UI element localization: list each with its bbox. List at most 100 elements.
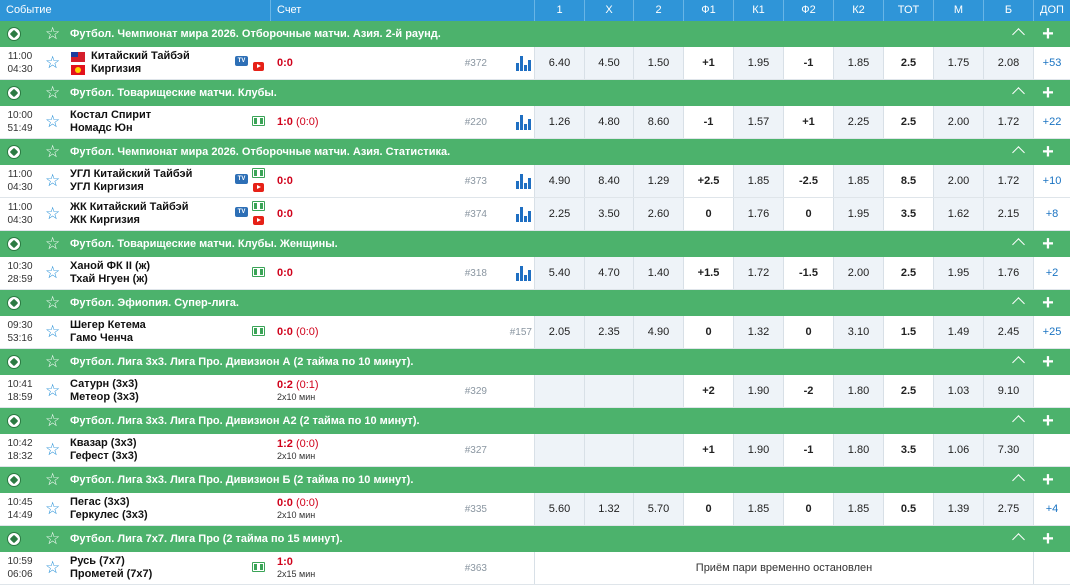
- odds-col-tot[interactable]: 0.5: [883, 493, 933, 525]
- odds-col-dop[interactable]: +4: [1033, 493, 1070, 525]
- video-stream-icon[interactable]: [253, 183, 264, 192]
- favorite-event-star-icon[interactable]: ☆: [45, 204, 61, 223]
- event-teams[interactable]: Пегас (3х3) Геркулес (3х3): [70, 496, 148, 522]
- odds-col-tot[interactable]: 2.5: [883, 106, 933, 138]
- event-row[interactable]: 10:30 28:59 ☆ Ханой ФК II (ж) Тхай Нгуен (ж)…: [0, 257, 1070, 290]
- odds-col-m[interactable]: 1.03: [933, 375, 983, 407]
- header-col-f2[interactable]: Ф2: [783, 0, 833, 21]
- favorite-event-star-icon[interactable]: ☆: [45, 322, 61, 341]
- favorite-event-star-icon[interactable]: ☆: [45, 440, 61, 459]
- odds-col-f2[interactable]: -2.5: [783, 165, 833, 197]
- odds-col-x[interactable]: 1.32: [584, 493, 633, 525]
- odds-col-1[interactable]: 1.26: [534, 106, 584, 138]
- event-row[interactable]: 10:45 14:49 ☆ Пегас (3х3) Геркулес (3х3) 0:0 …: [0, 493, 1070, 526]
- odds-col-f1[interactable]: 0: [683, 316, 733, 348]
- tv-broadcast-icon[interactable]: TV: [235, 207, 248, 217]
- tv-broadcast-icon[interactable]: TV: [235, 174, 248, 184]
- odds-col-f1[interactable]: +1.5: [683, 257, 733, 289]
- odds-col-dop[interactable]: +10: [1033, 165, 1070, 197]
- odds-col-f2[interactable]: -1: [783, 47, 833, 79]
- odds-col-m[interactable]: 1.49: [933, 316, 983, 348]
- favorite-event-star-icon[interactable]: ☆: [45, 499, 61, 518]
- odds-col-b[interactable]: 2.45: [983, 316, 1033, 348]
- odds-col-k1[interactable]: 1.90: [733, 375, 783, 407]
- header-col-k2[interactable]: К2: [833, 0, 883, 21]
- odds-col-m[interactable]: 1.95: [933, 257, 983, 289]
- odds-col-dop[interactable]: +25: [1033, 316, 1070, 348]
- event-number[interactable]: #335: [464, 504, 487, 515]
- odds-col-x[interactable]: 8.40: [584, 165, 633, 197]
- event-teams[interactable]: Костал Спирит Номадс Юн: [70, 109, 151, 135]
- favorite-event-star-icon[interactable]: ☆: [45, 558, 61, 577]
- favorite-league-star-icon[interactable]: ☆: [45, 411, 61, 430]
- league-header[interactable]: ☆ Футбол. Лига 3х3. Лига Про. Дивизион А …: [0, 349, 1070, 375]
- odds-col-f2[interactable]: 0: [783, 493, 833, 525]
- event-teams[interactable]: Ханой ФК II (ж) Тхай Нгуен (ж): [70, 260, 150, 286]
- favorite-league-star-icon[interactable]: ☆: [45, 529, 61, 548]
- odds-col-k2[interactable]: 2.25: [833, 106, 883, 138]
- odds-col-tot[interactable]: 2.5: [883, 375, 933, 407]
- odds-col-f1[interactable]: 0: [683, 493, 733, 525]
- header-col-2[interactable]: 2: [633, 0, 683, 21]
- favorite-event-star-icon[interactable]: ☆: [45, 171, 61, 190]
- add-league-plus-icon[interactable]: +: [1042, 351, 1054, 373]
- odds-col-k1[interactable]: 1.32: [733, 316, 783, 348]
- live-field-icon[interactable]: [252, 201, 265, 211]
- odds-col-k2[interactable]: 1.80: [833, 434, 883, 466]
- odds-col-f1[interactable]: 0: [683, 198, 733, 230]
- favorite-league-star-icon[interactable]: ☆: [45, 24, 61, 43]
- favorite-league-star-icon[interactable]: ☆: [45, 234, 61, 253]
- event-number[interactable]: #327: [464, 445, 487, 456]
- event-teams[interactable]: Русь (7х7) Прометей (7х7): [70, 555, 152, 581]
- odds-col-m[interactable]: 1.75: [933, 47, 983, 79]
- odds-col-k1[interactable]: 1.57: [733, 106, 783, 138]
- add-league-plus-icon[interactable]: +: [1042, 292, 1054, 314]
- video-stream-icon[interactable]: [253, 216, 264, 225]
- league-header[interactable]: ☆ Футбол. Чемпионат мира 2026. Отборочные…: [0, 139, 1070, 165]
- odds-col-f1[interactable]: -1: [683, 106, 733, 138]
- odds-col-f2[interactable]: -1.5: [783, 257, 833, 289]
- odds-col-k1[interactable]: 1.72: [733, 257, 783, 289]
- collapse-chevron-up-icon[interactable]: [1012, 84, 1026, 98]
- odds-col-x[interactable]: 4.80: [584, 106, 633, 138]
- odds-col-x[interactable]: 4.70: [584, 257, 633, 289]
- odds-col-1[interactable]: 2.05: [534, 316, 584, 348]
- odds-col-m[interactable]: 2.00: [933, 106, 983, 138]
- odds-col-k1[interactable]: 1.95: [733, 47, 783, 79]
- odds-col-2[interactable]: 4.90: [633, 316, 683, 348]
- favorite-league-star-icon[interactable]: ☆: [45, 83, 61, 102]
- odds-col-f2[interactable]: -2: [783, 375, 833, 407]
- favorite-league-star-icon[interactable]: ☆: [45, 470, 61, 489]
- add-league-plus-icon[interactable]: +: [1042, 23, 1054, 45]
- odds-col-dop[interactable]: +22: [1033, 106, 1070, 138]
- favorite-event-star-icon[interactable]: ☆: [45, 263, 61, 282]
- odds-col-tot[interactable]: 2.5: [883, 47, 933, 79]
- odds-col-k1[interactable]: 1.90: [733, 434, 783, 466]
- event-row[interactable]: 10:59 06:06 ☆ Русь (7х7) Прометей (7х7) 1:0 2х…: [0, 552, 1070, 585]
- odds-col-b[interactable]: 2.08: [983, 47, 1033, 79]
- header-col-m[interactable]: М: [933, 0, 983, 21]
- event-number[interactable]: #318: [464, 268, 487, 279]
- odds-col-m[interactable]: 1.06: [933, 434, 983, 466]
- odds-col-k2[interactable]: 1.95: [833, 198, 883, 230]
- favorite-event-star-icon[interactable]: ☆: [45, 112, 61, 131]
- odds-col-dop[interactable]: +2: [1033, 257, 1070, 289]
- odds-col-m[interactable]: 2.00: [933, 165, 983, 197]
- header-col-f1[interactable]: Ф1: [683, 0, 733, 21]
- event-teams[interactable]: Сатурн (3х3) Метеор (3х3): [70, 378, 139, 404]
- event-number[interactable]: #373: [464, 176, 487, 187]
- league-header[interactable]: ☆ Футбол. Товарищеские матчи. Клубы. +: [0, 80, 1070, 106]
- statistics-chart-icon[interactable]: [516, 266, 532, 281]
- odds-col-b[interactable]: 1.76: [983, 257, 1033, 289]
- header-col-x[interactable]: X: [584, 0, 633, 21]
- odds-col-k1[interactable]: 1.76: [733, 198, 783, 230]
- header-col-k1[interactable]: К1: [733, 0, 783, 21]
- add-league-plus-icon[interactable]: +: [1042, 469, 1054, 491]
- odds-col-tot[interactable]: 1.5: [883, 316, 933, 348]
- add-league-plus-icon[interactable]: +: [1042, 410, 1054, 432]
- odds-col-1[interactable]: 2.25: [534, 198, 584, 230]
- odds-col-k2[interactable]: 1.85: [833, 493, 883, 525]
- statistics-chart-icon[interactable]: [516, 207, 532, 222]
- league-header[interactable]: ☆ Футбол. Лига 7х7. Лига Про (2 тайма по …: [0, 526, 1070, 552]
- odds-col-k2[interactable]: 3.10: [833, 316, 883, 348]
